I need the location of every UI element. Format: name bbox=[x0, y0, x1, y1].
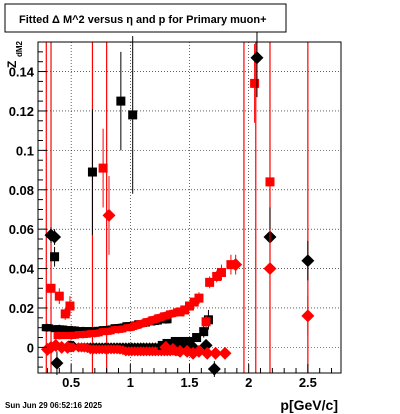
y-tick-label: 0.04 bbox=[9, 262, 35, 277]
text-layer: Fitted Δ M^2 versus η and p for Primary … bbox=[4, 3, 338, 413]
y-tick-label: 0.14 bbox=[9, 65, 35, 80]
y-axis-label: Z bbox=[5, 61, 19, 68]
data-point bbox=[199, 327, 209, 337]
points-layer bbox=[40, 18, 315, 377]
y-tick-label: 0 bbox=[27, 340, 34, 355]
data-point bbox=[189, 297, 199, 307]
chart-title: Fitted Δ M^2 versus η and p for Primary … bbox=[19, 14, 267, 26]
y-axis-label-subscript: dM2 bbox=[15, 40, 24, 57]
data-point bbox=[48, 230, 62, 244]
data-point bbox=[209, 346, 223, 360]
y-tick-label: 0.08 bbox=[9, 183, 34, 198]
x-tick-label: 1.5 bbox=[180, 375, 198, 390]
data-point bbox=[212, 271, 222, 281]
data-point bbox=[61, 340, 75, 354]
data-point bbox=[250, 51, 264, 65]
data-point bbox=[263, 262, 277, 276]
data-point bbox=[250, 78, 260, 88]
timestamp-footer: Sun Jun 29 06:52:16 2025 bbox=[5, 401, 102, 410]
data-point bbox=[199, 338, 213, 352]
data-point bbox=[178, 338, 192, 352]
data-point bbox=[218, 346, 232, 360]
data-point bbox=[185, 301, 194, 311]
data-point bbox=[216, 268, 226, 278]
data-point bbox=[173, 344, 187, 358]
data-point bbox=[205, 277, 215, 287]
y-tick-label: 0.06 bbox=[9, 222, 34, 237]
data-point bbox=[128, 110, 138, 120]
data-point bbox=[265, 177, 275, 187]
data-point bbox=[200, 346, 214, 360]
data-point bbox=[180, 305, 190, 315]
data-point bbox=[175, 307, 185, 317]
data-point bbox=[98, 163, 108, 173]
title-box bbox=[4, 3, 287, 33]
data-point bbox=[207, 362, 221, 376]
axis-layer: 0.5 1 1.5 2 2.5 0 0.02 0.04 0.06 0.08 0.1 0.12 0.14 bbox=[9, 41, 342, 390]
y-tick-label: 0.12 bbox=[9, 104, 34, 119]
data-point bbox=[102, 208, 116, 222]
band-point bbox=[119, 325, 127, 333]
data-point bbox=[87, 167, 97, 177]
data-point bbox=[192, 333, 202, 343]
data-point bbox=[54, 291, 64, 301]
data-point bbox=[60, 309, 70, 319]
data-point bbox=[194, 293, 204, 303]
band-point bbox=[46, 324, 54, 332]
data-point bbox=[301, 254, 315, 268]
data-point bbox=[301, 309, 315, 323]
x-tick-label: 1 bbox=[127, 375, 134, 390]
data-point bbox=[116, 96, 126, 106]
x-tick-label: 2 bbox=[245, 375, 252, 390]
x-axis-label: p[GeV/c] bbox=[280, 397, 338, 413]
data-point bbox=[50, 356, 64, 370]
x-tick-label: 0.5 bbox=[62, 375, 80, 390]
y-tick-label: 0.02 bbox=[9, 301, 34, 316]
data-point bbox=[50, 252, 60, 262]
data-point bbox=[65, 301, 75, 311]
y-tick-label: 0.1 bbox=[16, 143, 34, 158]
data-point bbox=[49, 338, 63, 352]
data-point bbox=[185, 336, 194, 346]
band-point bbox=[164, 316, 172, 324]
data-point bbox=[201, 317, 211, 327]
data-point bbox=[166, 342, 180, 356]
x-tick-label: 2.5 bbox=[299, 375, 317, 390]
band-point bbox=[58, 332, 66, 340]
data-point bbox=[229, 258, 243, 272]
data-point bbox=[46, 283, 56, 293]
